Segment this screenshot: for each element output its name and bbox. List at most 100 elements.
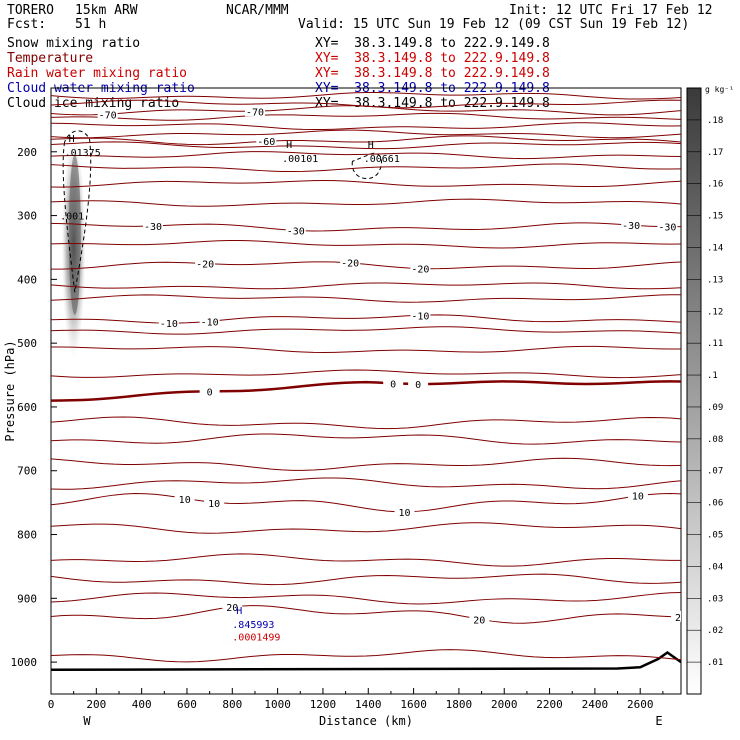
- isotherm-label: -20: [341, 259, 359, 270]
- y-tick-label: 700: [17, 465, 37, 478]
- colorbar-tick-label: .14: [707, 243, 723, 253]
- colorbar-tick-label: .16: [707, 180, 723, 190]
- colorbar-tick-label: .04: [707, 562, 723, 572]
- isotherm-line: [51, 573, 681, 586]
- field-snow-label: Snow mixing ratio: [7, 36, 141, 51]
- isotherm-label: 10: [632, 492, 644, 503]
- east-label: E: [655, 714, 662, 728]
- isotherm-label-bg: [256, 134, 277, 146]
- isotherm-line: [51, 433, 681, 445]
- isotherm-line: [51, 151, 681, 160]
- init-time: Init: 12 UTC Fri 17 Feb 12: [509, 3, 713, 18]
- colorbar-tick-label: .03: [707, 594, 723, 604]
- isotherm-label-bg: [657, 220, 678, 232]
- maximum-value: .00661: [364, 154, 400, 165]
- x-tick-label: 400: [132, 698, 152, 711]
- isotherm-label-bg: [410, 309, 431, 321]
- valid-time: Valid: 15 UTC Sun 19 Feb 12 (09 CST Sun …: [298, 17, 690, 32]
- y-axis-title: Pressure (hPa): [3, 340, 17, 441]
- isotherm-label: -20: [196, 260, 214, 271]
- isotherm-label-bg: [340, 256, 361, 268]
- maximum-marker: H: [286, 140, 292, 151]
- y-tick-label: 600: [17, 401, 37, 414]
- field-temperature-label: Temperature: [7, 51, 94, 66]
- colorbar-tick-label: .08: [707, 435, 723, 445]
- x-tick-label: 600: [177, 698, 197, 711]
- isotherm-line: [51, 345, 681, 353]
- maximum-value: .00101: [282, 154, 318, 165]
- isotherm-label: 0: [390, 379, 396, 390]
- isotherm-label-bg: [174, 492, 195, 504]
- ice-contour: [351, 152, 382, 179]
- isotherm-line: [51, 591, 681, 605]
- y-tick-label: 900: [17, 592, 37, 605]
- isotherm-line: [51, 282, 681, 290]
- colorbar-tick-label: .17: [707, 148, 723, 158]
- x-tick-label: 1800: [446, 698, 473, 711]
- isotherm-label-bg: [142, 219, 163, 231]
- maximum-value: .845993: [232, 620, 274, 631]
- isotherm-label-bg: [285, 224, 306, 236]
- isotherm-label-bg: [410, 262, 431, 274]
- x-tick-label: 1200: [310, 698, 337, 711]
- x-tick-label: 200: [86, 698, 106, 711]
- isotherm-label-bg: [195, 257, 216, 269]
- colorbar-tick-label: .02: [707, 626, 723, 636]
- colorbar-tick-label: .13: [707, 275, 723, 285]
- isotherm-label-bg: [469, 613, 490, 625]
- isotherm-line: [51, 240, 681, 249]
- plot-layer: -70 -70 -60 -30 -30 -30 -30 -20 -20 -20 -10 -10 -10 0…: [3, 85, 734, 728]
- isotherm-line--60: [51, 135, 681, 146]
- isotherm-line: [51, 92, 681, 100]
- isotherm-line: [51, 457, 681, 471]
- isotherm-label: -60: [257, 137, 275, 148]
- isotherm-line: [51, 416, 681, 430]
- field-rain-xy: XY= 38.3.149.8 to 222.9.149.8: [315, 66, 550, 81]
- isotherm-line: [51, 369, 681, 379]
- isotherm-label-bg: [627, 489, 648, 501]
- isotherm-label-bg: [621, 218, 642, 230]
- isotherm-line: [51, 112, 681, 121]
- isotherm-label: -10: [160, 319, 178, 330]
- isotherm-label-bg: [199, 385, 220, 397]
- x-tick-label: 1400: [355, 698, 382, 711]
- isotherm-label-bg: [158, 317, 179, 329]
- colorbar-tick-label: .11: [707, 339, 723, 349]
- x-tick-label: 2000: [491, 698, 518, 711]
- fcst-value: 51 h: [75, 17, 107, 32]
- y-tick-label: 1000: [11, 656, 38, 669]
- isotherm-label: -30: [287, 226, 305, 237]
- maximum-marker: H: [236, 606, 242, 617]
- x-axis-title: Distance (km): [319, 714, 413, 728]
- isotherm-line: [51, 522, 681, 534]
- isotherm-label-bg: [97, 108, 118, 120]
- maximum-marker: H: [69, 134, 75, 145]
- isotherm-line--70: [51, 105, 681, 116]
- isotherm-label-bg: [408, 377, 429, 389]
- isotherm-label: -70: [246, 107, 264, 118]
- isotherm-label: -10: [201, 317, 219, 328]
- model-resolution: 15km ARW: [75, 3, 138, 18]
- ice-contour: [62, 130, 92, 293]
- colorbar: [686, 87, 702, 695]
- isotherm-line: [51, 477, 681, 490]
- isotherm-line: [51, 180, 681, 188]
- colorbar-tick-label: .18: [707, 116, 723, 126]
- y-tick-label: 500: [17, 337, 37, 350]
- colorbar-tick-label: .1: [707, 371, 718, 381]
- isotherm-label: -30: [622, 221, 640, 232]
- isotherm-label: -10: [411, 311, 429, 322]
- isotherm-label: 10: [179, 495, 191, 506]
- plot-frame: [50, 87, 682, 695]
- colorbar-tick-label: .01: [707, 658, 723, 668]
- isotherm-line: [51, 553, 681, 567]
- terrain-line: [51, 651, 681, 672]
- isotherm-label-bg: [671, 610, 681, 622]
- isotherm-label-bg: [222, 601, 243, 613]
- colorbar-tick-label: .06: [707, 499, 723, 509]
- isotherm-line: [51, 198, 681, 207]
- y-tick-label: 200: [17, 146, 37, 159]
- x-tick-label: 2400: [582, 698, 609, 711]
- ice-contour-label: .001: [60, 212, 84, 223]
- west-label: W: [83, 714, 91, 728]
